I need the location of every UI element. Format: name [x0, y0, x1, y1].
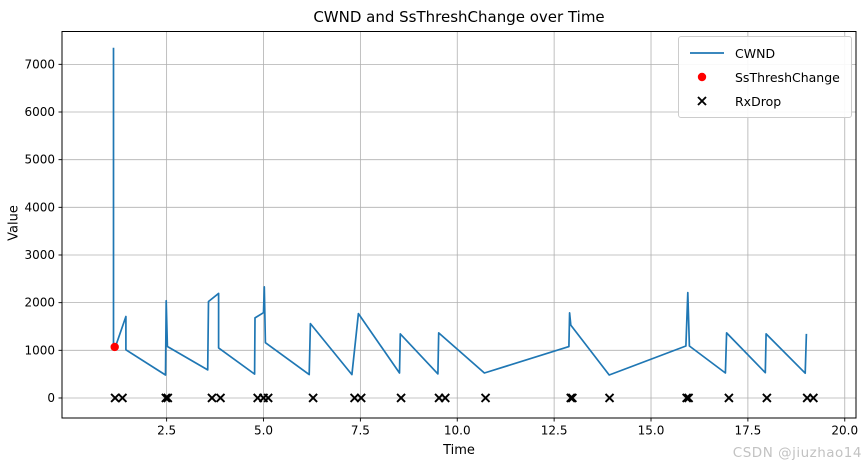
y-tick-label: 0 [47, 391, 55, 405]
legend-item-rxdrop: RxDrop [685, 90, 843, 112]
x-tick-label: 20.0 [831, 424, 858, 438]
cwnd-line [112, 47, 808, 376]
rxdrop-marker [117, 393, 128, 403]
y-tick-label: 1000 [24, 343, 55, 357]
x-tick-label: 5.0 [254, 424, 273, 438]
rxdrop-marker [480, 393, 491, 403]
legend-label-cwnd: CWND [735, 45, 776, 61]
rxdrop-marker [440, 393, 450, 403]
x-tick-label: 7.5 [351, 424, 370, 438]
legend-item-ssthreshchange: SsThreshChange [685, 66, 843, 88]
axes-frame [61, 31, 857, 419]
rxdrop-marker [808, 393, 819, 403]
x-tick-label: 2.5 [157, 424, 176, 438]
x-tick-label: 17.5 [735, 424, 762, 438]
rxdrop-marker [207, 393, 217, 403]
rxdrop-marker [163, 393, 173, 403]
chart-title: CWND and SsThreshChange over Time [313, 8, 605, 26]
y-tick-label: 6000 [24, 105, 55, 119]
x-tick-label: 15.0 [638, 424, 665, 438]
rxdrop-marker [681, 393, 692, 403]
legend-label-ssthreshchange: SsThreshChange [735, 69, 840, 85]
y-axis-label: Value [6, 205, 22, 241]
y-tick-label: 5000 [24, 153, 55, 167]
rxdrop-marker [683, 393, 694, 403]
rxdrop-marker [396, 393, 406, 403]
ssthresh-marker [110, 342, 119, 352]
x-axis-label: Time [443, 443, 475, 458]
rxdrop-marker [566, 393, 576, 403]
x-tick-label: 10.0 [444, 424, 471, 438]
rxdrop-marker [724, 393, 734, 403]
rxdrop-marker [567, 393, 578, 403]
line-sample-icon [690, 52, 724, 54]
y-tick-label: 2000 [24, 296, 55, 310]
rxdrop-marker [263, 393, 273, 403]
y-tick-label: 7000 [24, 57, 55, 71]
legend-item-cwnd: CWND [685, 42, 843, 64]
dot-marker-icon [697, 72, 707, 82]
legend: CWND SsThreshChange RxDrop [678, 36, 852, 118]
rxdrop-marker [762, 393, 772, 403]
rxdrop-marker [308, 393, 318, 403]
watermark: CSDN @jiuzhao14 [732, 445, 862, 461]
y-tick-label: 4000 [24, 200, 55, 214]
legend-label-rxdrop: RxDrop [735, 93, 782, 109]
y-tick-label: 3000 [24, 248, 55, 262]
rxdrop-marker [215, 393, 226, 403]
x-tick-label: 12.5 [541, 424, 568, 438]
rxdrop-marker [604, 393, 615, 403]
x-marker-icon [697, 96, 707, 106]
rxdrop-marker [110, 393, 120, 403]
rxdrop-marker [161, 393, 171, 403]
rxdrop-marker [356, 393, 366, 403]
